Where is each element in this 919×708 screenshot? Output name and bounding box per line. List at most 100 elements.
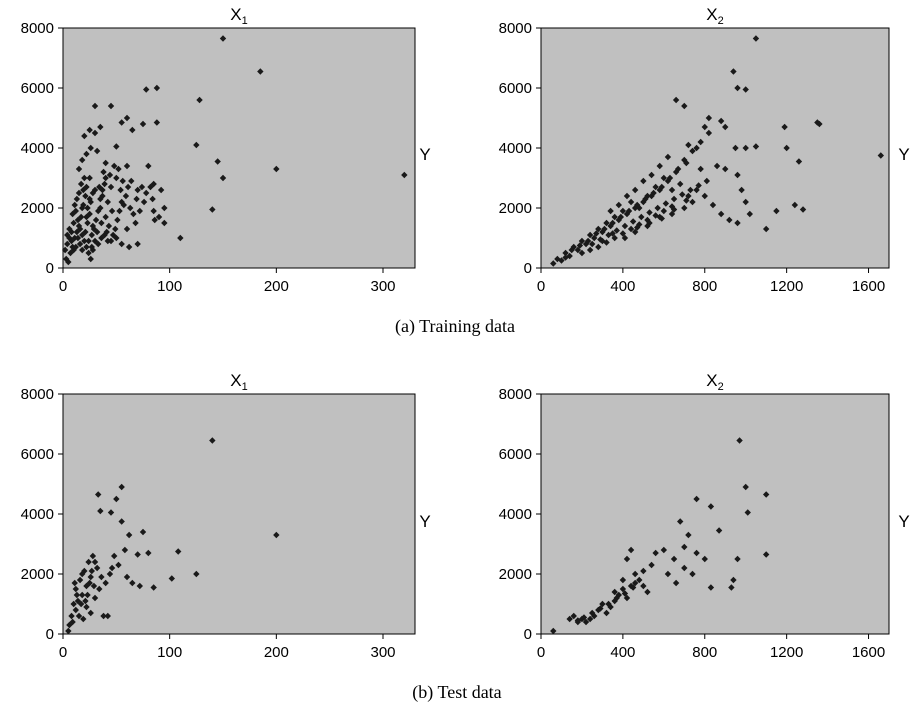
y-tick-label: 8000 (21, 20, 54, 37)
data-point (87, 573, 94, 581)
y-tick-label: 8000 (499, 20, 532, 37)
data-point (734, 84, 741, 92)
data-point (72, 207, 79, 215)
data-point (123, 573, 131, 581)
data-point (597, 236, 604, 243)
data-point (79, 204, 86, 212)
data-point (738, 186, 745, 194)
data-point (74, 234, 82, 242)
data-point (593, 230, 600, 237)
data-point (681, 564, 688, 572)
data-point (697, 138, 704, 146)
data-point (685, 192, 692, 200)
data-point (106, 171, 114, 179)
data-point (668, 186, 676, 194)
y-axis-label: Y (419, 512, 430, 531)
data-point (83, 183, 90, 191)
data-point (147, 183, 154, 191)
data-point (175, 548, 182, 555)
data-point (120, 201, 127, 209)
data-point (109, 231, 117, 239)
data-point (157, 186, 165, 194)
data-point (99, 186, 106, 194)
data-point (101, 180, 108, 188)
x-tick-label: 1200 (770, 278, 803, 295)
data-point (713, 162, 721, 170)
data-point (80, 615, 87, 623)
data-point (140, 198, 148, 206)
data-point (648, 171, 655, 179)
data-point (70, 219, 77, 227)
data-point (87, 144, 94, 152)
data-point (92, 216, 100, 224)
data-point (681, 156, 688, 164)
data-point (73, 228, 81, 236)
data-point (111, 552, 118, 560)
data-point (607, 222, 614, 230)
data-point (70, 246, 77, 254)
data-point (151, 216, 158, 224)
data-point (214, 158, 221, 165)
data-point (68, 228, 75, 236)
data-point (693, 495, 700, 503)
x-tick-label: 400 (610, 644, 635, 661)
data-point (726, 216, 733, 224)
data-point (105, 222, 113, 230)
data-point (75, 165, 83, 173)
data-point (161, 204, 168, 212)
data-point (562, 249, 569, 257)
data-point (705, 129, 713, 137)
data-point (631, 228, 639, 236)
data-point (63, 255, 70, 263)
data-point (683, 197, 690, 204)
data-point (72, 585, 79, 593)
data-point (701, 123, 708, 131)
data-point (84, 204, 91, 212)
data-point (670, 195, 678, 203)
data-point (550, 627, 557, 635)
data-point (129, 579, 136, 587)
data-point (107, 183, 115, 191)
data-point (603, 609, 610, 617)
data-point (64, 240, 71, 248)
data-point (668, 210, 676, 218)
x-tick-label: 800 (692, 644, 717, 661)
data-point (71, 579, 78, 587)
data-point (88, 567, 95, 575)
data-point (102, 213, 109, 221)
data-point (730, 576, 737, 584)
data-point (591, 234, 598, 242)
data-point (634, 201, 641, 209)
data-point (66, 234, 73, 242)
data-point (717, 117, 725, 125)
data-point (124, 183, 132, 191)
data-point (113, 143, 120, 150)
data-point (652, 183, 659, 191)
data-point (615, 216, 622, 224)
data-point (89, 552, 97, 560)
data-point (136, 207, 143, 215)
data-point (90, 225, 98, 233)
data-point (670, 555, 678, 563)
data-point (672, 168, 680, 176)
data-point (646, 209, 653, 216)
data-point (82, 192, 89, 200)
data-point (82, 228, 89, 236)
data-point (80, 201, 87, 209)
data-point (681, 102, 688, 110)
data-point (695, 182, 702, 189)
data-point (627, 225, 635, 233)
data-point (87, 609, 94, 617)
data-point (568, 246, 575, 254)
data-point (76, 576, 84, 584)
data-point (86, 195, 93, 203)
data-point (112, 225, 119, 233)
data-point (689, 147, 696, 155)
data-point (83, 603, 90, 611)
plot-area (540, 393, 890, 635)
data-point (88, 243, 95, 251)
data-point (656, 186, 663, 194)
data-point (623, 210, 631, 218)
data-point (72, 606, 79, 614)
data-point (597, 605, 604, 612)
